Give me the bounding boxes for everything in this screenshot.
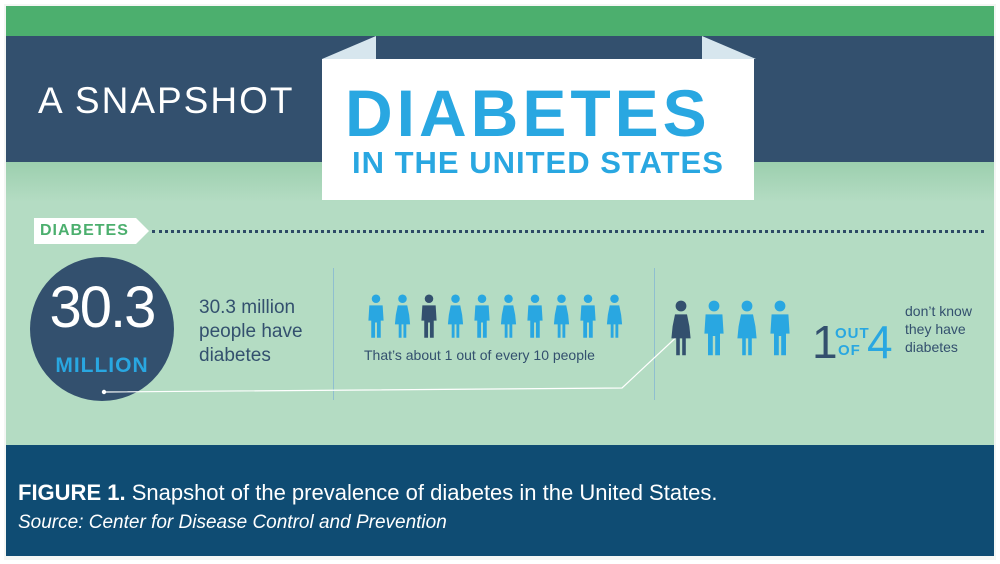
man-icon: [368, 294, 384, 338]
people-row-ten: [368, 294, 623, 338]
banner-fold-left: [322, 36, 376, 59]
woman-icon: [394, 294, 411, 338]
ratio-four-description: don’t know they have diabetes: [905, 303, 972, 355]
section-divider: [152, 230, 984, 233]
figure-source: Source: Center for Disease Control and P…: [18, 512, 447, 533]
ratio-one: 1: [812, 316, 838, 368]
woman-icon: [447, 294, 464, 338]
woman-icon: [500, 294, 517, 338]
stat-unit: MILLION: [55, 354, 149, 377]
ratio-of: OF: [838, 342, 861, 359]
ratio-ten-caption: That’s about 1 out of every 10 people: [364, 347, 595, 363]
figure-caption: FIGURE 1. Snapshot of the prevalence of …: [18, 480, 718, 506]
column-divider-1: [333, 268, 334, 400]
woman-icon: [737, 300, 757, 356]
page-subtitle: IN THE UNITED STATES: [352, 145, 724, 180]
stat-circle: [30, 257, 174, 401]
woman-icon: [553, 294, 570, 338]
woman-icon: [671, 300, 691, 356]
stat-number: 30.3: [49, 275, 157, 340]
man-icon: [527, 294, 543, 338]
section-tag-label: DIABETES: [40, 222, 129, 239]
caption-panel: [6, 445, 994, 556]
section-tag: [34, 218, 149, 244]
column-divider-2: [654, 268, 655, 400]
ratio-four: 4: [867, 316, 893, 368]
title-banner: [322, 59, 754, 200]
man-icon: [770, 300, 790, 356]
man-icon: [421, 294, 437, 338]
content-panel: [6, 162, 994, 445]
ratio-out: OUT: [835, 325, 870, 342]
kicker-text: A SNAPSHOT: [38, 80, 295, 121]
banner-fold-right: [702, 36, 756, 59]
page-title: DIABETES: [345, 76, 711, 150]
figure-caption-label: FIGURE 1.: [18, 480, 126, 505]
man-icon: [474, 294, 490, 338]
top-green-band: [6, 6, 994, 36]
figure-caption-text: Snapshot of the prevalence of diabetes i…: [125, 480, 718, 505]
people-row-four: [671, 300, 790, 356]
man-icon: [704, 300, 724, 356]
woman-icon: [606, 294, 623, 338]
man-icon: [580, 294, 596, 338]
stat-description: 30.3 million people have diabetes: [199, 297, 303, 366]
